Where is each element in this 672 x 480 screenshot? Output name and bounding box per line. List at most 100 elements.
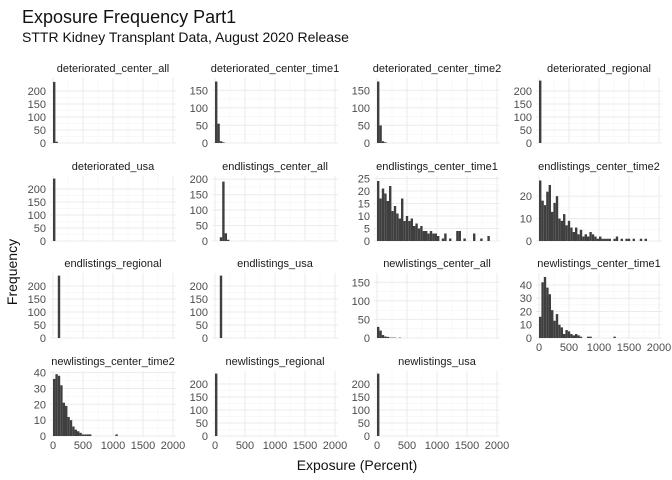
histogram-bar [613, 238, 616, 241]
histogram-bar [57, 275, 61, 338]
y-tick-label: 200 [190, 174, 208, 186]
grid [212, 273, 338, 339]
grid [50, 176, 176, 242]
y-tick-label: 20 [520, 306, 532, 318]
x-tick-label: 2000 [485, 440, 509, 452]
histogram-bar [551, 211, 554, 241]
y-tick-label: 200 [190, 379, 208, 391]
histogram-bar [441, 238, 445, 241]
histogram-bar [86, 434, 89, 436]
y-tick-label: 10 [520, 320, 532, 332]
x-tick-label: 1500 [293, 440, 317, 452]
histogram-bar [594, 236, 597, 241]
y-tick-label: 0 [364, 333, 370, 345]
y-tick-label: 10 [358, 211, 370, 223]
bars [57, 275, 61, 338]
grid [212, 176, 338, 242]
facet-panel-newlistings_center_time2: newlistings_center_time2 0 10 20 30 40 0 500 100… [34, 356, 185, 452]
x-tick-label: 500 [560, 342, 578, 354]
y-tick-label: 30 [34, 383, 46, 395]
histogram-bar [377, 81, 380, 143]
y-tick-label: 5 [364, 224, 370, 236]
histogram-bar [560, 220, 563, 241]
histogram-bar [572, 335, 575, 338]
histogram-bar [89, 434, 92, 436]
y-tick-label: 0 [202, 138, 208, 150]
y-tick-label: 100 [190, 205, 208, 217]
grid [374, 78, 500, 144]
histogram-bar [417, 228, 421, 241]
facet-label: newlistings_regional [225, 356, 324, 368]
y-tick-label: 200 [28, 184, 46, 196]
histogram-bar [582, 236, 585, 241]
histogram-bar [215, 373, 218, 436]
y-tick-label: 150 [190, 190, 208, 202]
histogram-bar [398, 218, 401, 241]
histogram-bar [77, 431, 80, 436]
histogram-bar [434, 233, 437, 241]
histogram-bar [543, 276, 547, 338]
grid [536, 78, 662, 144]
histogram-bar [575, 334, 578, 338]
facet-label: endlistings_center_time1 [376, 161, 498, 173]
y-tick-label: 200 [28, 281, 46, 293]
y-tick-label: 40 [520, 280, 532, 292]
y-axis-label: Frequency [4, 239, 20, 305]
histogram-bar [627, 238, 631, 241]
facet-panel-deteriorated_center_time1: deteriorated_center_time1 0 50 100 150 [190, 63, 340, 150]
histogram-bar [115, 434, 118, 436]
facet-label: endlistings_usa [237, 258, 314, 270]
histogram-bar [427, 233, 430, 241]
histogram-bar [379, 330, 382, 338]
y-tick-label: 200 [190, 281, 208, 293]
histogram-bar [55, 141, 58, 143]
facet-label: deteriorated_center_time2 [373, 63, 501, 75]
y-tick-label: 15 [358, 199, 370, 211]
histogram-bar [558, 218, 561, 241]
histogram-bar [463, 238, 466, 241]
histogram-bar [606, 238, 609, 241]
histogram-bar [389, 186, 392, 241]
bars [377, 81, 387, 143]
histogram-bar [644, 238, 647, 241]
x-tick-label: 1000 [425, 440, 449, 452]
histogram-bar [541, 200, 544, 241]
histogram-bar [410, 218, 413, 241]
histogram-bar [384, 336, 387, 338]
y-tick-label: 10 [34, 415, 46, 427]
facet-label: endlistings_center_time2 [538, 161, 660, 173]
x-tick-label: 0 [536, 342, 542, 354]
y-tick-label: 20 [34, 399, 46, 411]
histogram-bar [432, 233, 435, 241]
x-tick-label: 0 [374, 440, 380, 452]
histogram-bar [608, 238, 611, 241]
histogram-bar [577, 234, 580, 241]
facet-label: endlistings_center_all [222, 161, 328, 173]
bars [377, 181, 490, 241]
histogram-bar [413, 226, 416, 241]
y-tick-label: 10 [520, 214, 532, 226]
bars [53, 374, 118, 436]
y-tick-label: 150 [352, 277, 370, 289]
histogram-bar [599, 236, 602, 241]
y-tick-label: 200 [28, 86, 46, 98]
x-tick-label: 2000 [647, 342, 671, 354]
histogram-bar [422, 231, 425, 241]
y-tick-label: 150 [28, 294, 46, 306]
histogram-bar [449, 238, 452, 241]
histogram-bar [553, 202, 556, 241]
histogram-bar [393, 206, 397, 241]
histogram-bar [639, 238, 643, 241]
histogram-bar [625, 238, 628, 241]
histogram-bar [589, 232, 592, 241]
histogram-bar [587, 236, 590, 241]
histogram-bar [584, 234, 587, 241]
facet-label: newlistings_center_all [383, 258, 491, 270]
histogram-bar [601, 238, 604, 241]
x-axis-label: Exposure (Percent) [297, 457, 418, 473]
x-tick-label: 0 [50, 440, 56, 452]
bars [539, 80, 542, 143]
